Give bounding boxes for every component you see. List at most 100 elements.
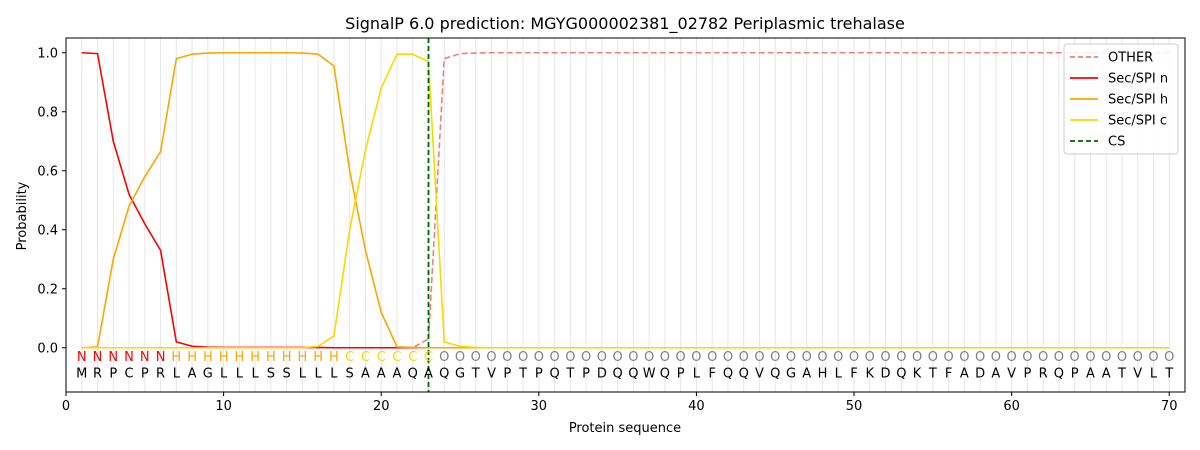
region-label: O xyxy=(817,350,827,365)
region-label: H xyxy=(266,350,276,365)
residue-label: A xyxy=(188,366,197,381)
residue-label: T xyxy=(1164,366,1173,381)
residue-label: V xyxy=(1133,366,1142,381)
region-label: O xyxy=(1133,350,1143,365)
residue-label: Q xyxy=(408,366,418,381)
region-label: O xyxy=(707,350,717,365)
chart-title: SignalP 6.0 prediction: MGYG000002381_02… xyxy=(345,14,905,34)
residue-label: V xyxy=(487,366,496,381)
region-label: H xyxy=(282,350,292,365)
region-label: H xyxy=(313,350,323,365)
region-label: O xyxy=(660,350,670,365)
y-tick-label: 0.6 xyxy=(37,164,58,179)
x-tick-label: 20 xyxy=(373,399,390,414)
residue-label: L xyxy=(220,366,228,381)
legend-entry: CS xyxy=(1108,135,1125,150)
region-label: C xyxy=(392,350,401,365)
region-label: O xyxy=(802,350,812,365)
residue-label: A xyxy=(393,366,402,381)
residue-label: P xyxy=(1071,366,1079,381)
region-label: O xyxy=(943,350,953,365)
residue-label: G xyxy=(786,366,796,381)
x-tick-label: 10 xyxy=(215,399,232,414)
region-label: C xyxy=(377,350,386,365)
region-label: O xyxy=(1117,350,1127,365)
residue-label: Q xyxy=(660,366,670,381)
residue-label: Q xyxy=(549,366,559,381)
residue-label: Q xyxy=(439,366,449,381)
residue-label: A xyxy=(991,366,1000,381)
region-label: O xyxy=(549,350,559,365)
y-tick-label: 0.2 xyxy=(37,282,58,297)
residue-label: Q xyxy=(723,366,733,381)
region-label: O xyxy=(518,350,528,365)
residue-label: A xyxy=(1086,366,1095,381)
region-label: O xyxy=(597,350,607,365)
series-layer xyxy=(81,38,1170,392)
residue-label: T xyxy=(565,366,574,381)
y-tick-label: 0.8 xyxy=(37,105,58,120)
residue-label: A xyxy=(361,366,370,381)
residue-label: G xyxy=(203,366,213,381)
residue-label: R xyxy=(93,366,102,381)
region-label: O xyxy=(975,350,985,365)
residue-label: W xyxy=(643,366,656,381)
residue-label: L xyxy=(236,366,244,381)
region-label: H xyxy=(171,350,181,365)
residue-label: G xyxy=(455,366,465,381)
legend: OTHER Sec/SPI n Sec/SPI h Sec/SPI c CS xyxy=(1063,43,1179,155)
x-tick-label: 40 xyxy=(688,399,705,414)
region-label: O xyxy=(581,350,591,365)
region-label: N xyxy=(156,350,166,365)
residue-label: A xyxy=(1102,366,1111,381)
region-label: C xyxy=(424,350,433,365)
region-label: H xyxy=(250,350,260,365)
residue-label: Q xyxy=(628,366,638,381)
region-label: O xyxy=(723,350,733,365)
region-label: O xyxy=(613,350,623,365)
region-label: O xyxy=(849,350,859,365)
residue-label: Q xyxy=(770,366,780,381)
region-label: O xyxy=(502,350,512,365)
residue-label: V xyxy=(1007,366,1016,381)
legend-entry: Sec/SPI h xyxy=(1108,93,1168,108)
residue-label: S xyxy=(267,366,275,381)
region-label: O xyxy=(565,350,575,365)
residue-label: F xyxy=(850,366,857,381)
region-label: H xyxy=(234,350,244,365)
residue-label: L xyxy=(299,366,307,381)
residue-label: A xyxy=(802,366,811,381)
region-label: C xyxy=(408,350,417,365)
region-label: C xyxy=(361,350,370,365)
residue-label: Q xyxy=(1054,366,1064,381)
region-label: O xyxy=(644,350,654,365)
residue-label: L xyxy=(693,366,701,381)
region-label: O xyxy=(628,350,638,365)
residue-label: P xyxy=(109,366,117,381)
region-label: N xyxy=(124,350,134,365)
region-label: N xyxy=(108,350,118,365)
residue-label: P xyxy=(1023,366,1031,381)
residue-label: L xyxy=(315,366,323,381)
residue-label: K xyxy=(866,366,875,381)
region-label: O xyxy=(1054,350,1064,365)
region-label: H xyxy=(219,350,229,365)
residue-label: T xyxy=(928,366,937,381)
residue-label: R xyxy=(156,366,165,381)
region-label: O xyxy=(1164,350,1174,365)
region-label: O xyxy=(1070,350,1080,365)
region-label: O xyxy=(786,350,796,365)
residue-label: P xyxy=(677,366,685,381)
region-label: O xyxy=(865,350,875,365)
residue-label: T xyxy=(471,366,480,381)
region-label: O xyxy=(486,350,496,365)
residue-label: C xyxy=(125,366,134,381)
residue-label: T xyxy=(1117,366,1126,381)
residue-label: P xyxy=(535,366,543,381)
region-label: H xyxy=(203,350,213,365)
region-label: O xyxy=(896,350,906,365)
region-label: O xyxy=(833,350,843,365)
residue-label: S xyxy=(346,366,354,381)
